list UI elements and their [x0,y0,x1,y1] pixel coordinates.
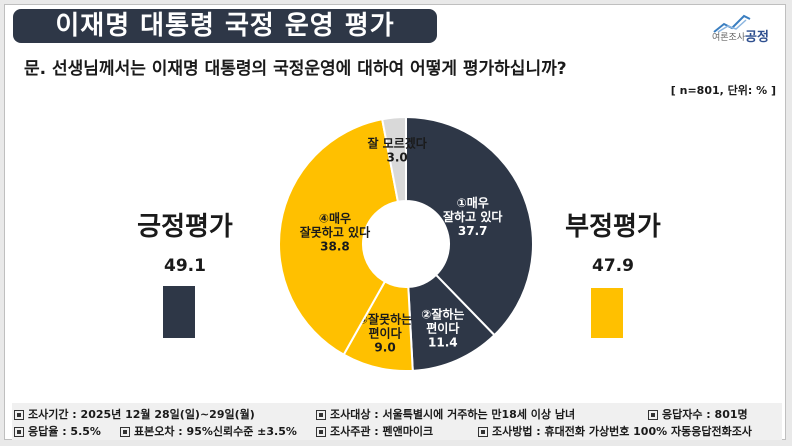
page-title: 이재명 대통령 국정 운영 평가 [13,9,437,43]
survey-info-footer: 조사기간 : 2025년 12월 28일(일)~29일(월) 조사대상 : 서울… [12,403,782,440]
slice-very-good-label: 잘하고 있다 [443,209,502,224]
footer-target: 조사대상 : 서울특별시에 거주하는 만18세 이상 남녀 [316,406,575,422]
question-text: 문. 선생님께서는 이재명 대통령의 국정운영에 대하여 어떻게 평가하십니까? [24,59,567,79]
slice-good-label: ②잘하는 [421,306,464,321]
sample-info: [ n=801, 단위: % ] [670,84,776,97]
positive-bar [163,286,195,338]
footer-period: 조사기간 : 2025년 12월 28일(일)~29일(월) [14,406,255,422]
negative-label: 부정평가 [565,212,661,242]
slice-good-value: 11.4 [428,335,458,349]
slice-bad-value: 9.0 [374,341,395,355]
slice-bad-label: ③잘못하는 [358,312,412,327]
footer-respondents: 응답자수 : 801명 [648,406,748,422]
footer-organizer: 조사주관 : 펜앤마이크 [316,423,433,439]
logo-tagline: 여론조사 [712,33,746,43]
negative-bar [591,287,623,338]
slice-very-good [405,115,534,337]
positive-label: 긍정평가 [137,212,233,242]
footer-method: 조사방법 : 휴대전화 가상번호 100% 자동응답전화조사 [478,423,752,439]
slice-bad-label: 편이다 [369,326,402,341]
logo-name: 공정 [745,30,769,45]
slice-unknown-label: 잘 모르겠다 [367,135,426,150]
logo-icon [713,14,751,33]
slice-unknown [381,115,407,203]
slice-very-bad [278,118,400,357]
slice-very-good-label: ①매우 [457,195,489,210]
slice-very-bad-value: 38.8 [320,239,350,253]
slice-good-label: 편이다 [426,320,459,335]
slice-very-bad-label: ④매우 [319,210,351,225]
positive-value: 49.1 [164,256,206,276]
negative-value: 47.9 [592,256,634,276]
footer-response-rate: 응답율 : 5.5% [14,423,101,439]
slice-unknown-value: 3.0 [387,150,408,164]
slice-very-good-value: 37.7 [458,224,488,238]
slice-very-bad-label: 잘못하고 있다 [300,224,370,239]
footer-error: 표본오차 : 95%신뢰수준 ±3.5% [120,423,297,439]
